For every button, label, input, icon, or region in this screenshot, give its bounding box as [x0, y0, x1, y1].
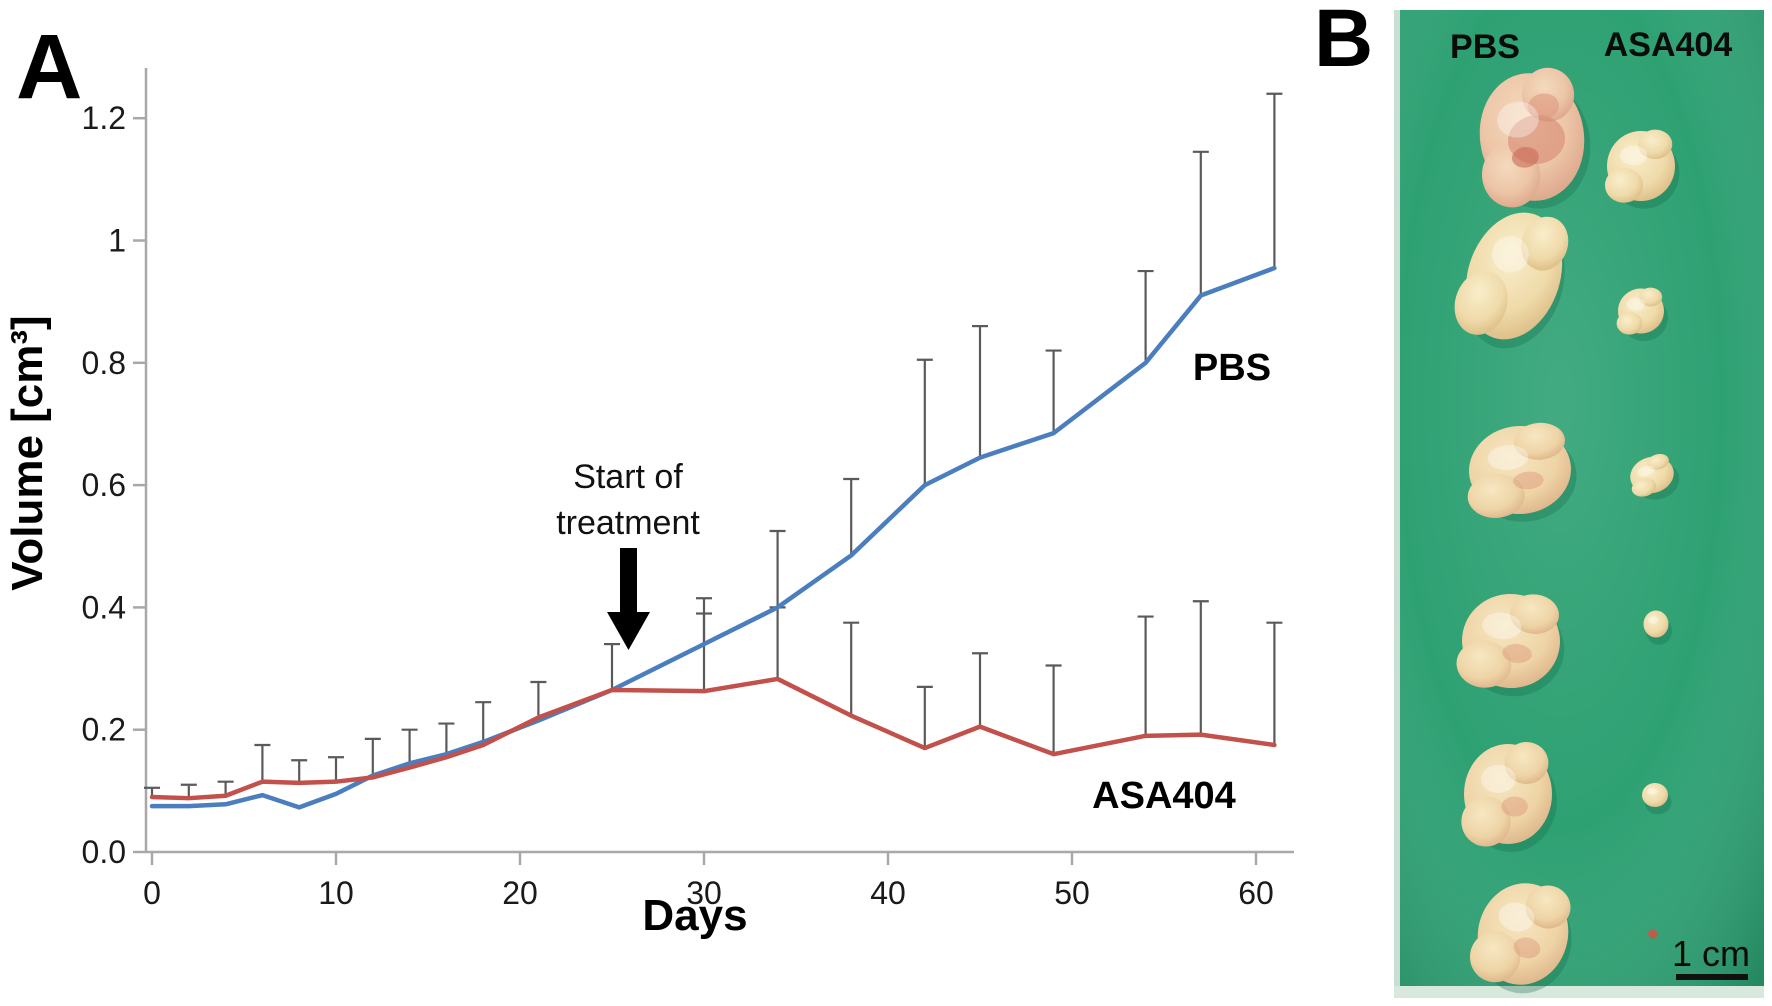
x-tick-label: 50 — [1054, 875, 1090, 911]
panel-b-label: B — [1314, 0, 1373, 84]
error-bars — [144, 92, 1283, 799]
y-tick-label: 0.0 — [82, 834, 126, 870]
tumor-blob — [1479, 67, 1591, 209]
chart-axes: 0.0 0.2 0.4 0.6 0.8 1 1.2 0 10 20 30 40 50 60 — [82, 68, 1294, 911]
tumor-specimens — [1454, 67, 1680, 994]
asa404-series-label: ASA404 — [1092, 775, 1236, 817]
y-tick-label: 1 — [108, 223, 126, 259]
pbs-series-label: PBS — [1193, 347, 1271, 389]
tumor-blob — [1469, 883, 1572, 994]
tumor-blob — [1616, 287, 1668, 341]
series-lines — [149, 265, 1277, 810]
asa404-line — [149, 676, 1277, 801]
scale-bar-label: 1 cm — [1672, 933, 1750, 974]
scale-bar — [1676, 974, 1748, 980]
photo-column-label-pbs: PBS — [1450, 28, 1520, 66]
photo-column-label-asa404: ASA404 — [1604, 26, 1733, 64]
photo-edge-left — [1394, 10, 1400, 986]
y-tick-label: 1.2 — [82, 100, 126, 136]
tumor-blob — [1604, 129, 1680, 209]
tumor-blob — [1456, 593, 1565, 697]
tumor-blob — [1643, 610, 1672, 645]
tumor-blob — [1454, 212, 1569, 349]
x-tick-label: 10 — [318, 875, 354, 911]
pbs-line — [149, 265, 1277, 810]
x-tick-label: 30 — [686, 875, 722, 911]
x-tick-label: 0 — [143, 875, 161, 911]
y-tick-label: 0.2 — [82, 712, 126, 748]
y-tick-label: 0.4 — [82, 589, 126, 625]
tumor-blob — [1461, 742, 1557, 852]
treatment-arrow-icon — [607, 548, 650, 650]
x-tick-label: 20 — [502, 875, 538, 911]
x-tick-label: 60 — [1238, 875, 1274, 911]
panel-a-label: A — [16, 16, 82, 118]
tumor-blob — [1648, 929, 1658, 939]
tumor-blob — [1630, 453, 1680, 500]
annotation-line2: treatment — [556, 504, 700, 542]
x-tick-label: 40 — [870, 875, 906, 911]
tumor-blob — [1642, 783, 1672, 815]
y-tick-label: 0.6 — [82, 467, 126, 503]
tumor-photo-vignette — [1394, 10, 1764, 986]
tumor-blob — [1467, 422, 1577, 522]
y-axis-title: Volume [cm³] — [3, 315, 52, 590]
y-tick-label: 0.8 — [82, 345, 126, 381]
annotation-line1: Start of — [573, 458, 683, 496]
photo-edge-bottom — [1394, 986, 1764, 998]
x-axis-title: Days — [642, 891, 747, 940]
